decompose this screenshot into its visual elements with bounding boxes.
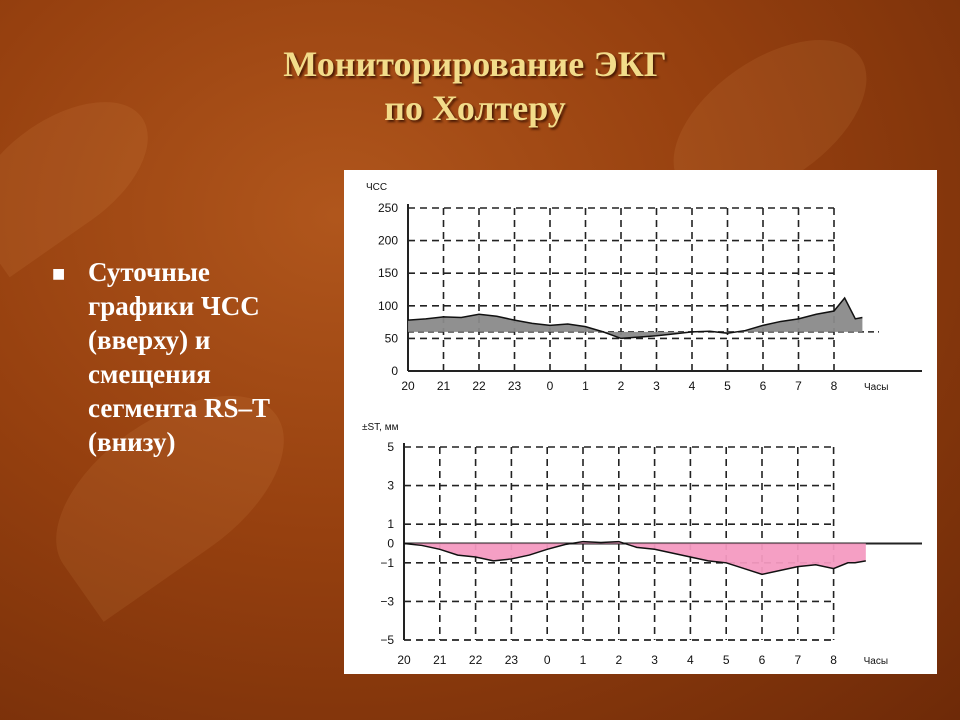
st-y-tick-label: 1 (387, 517, 394, 531)
hr-x-tick-label: 8 (831, 379, 838, 393)
hr-x-tick-label: 21 (437, 379, 451, 393)
hr-x-tick-label: 6 (760, 379, 767, 393)
st-x-tick-label: 7 (794, 653, 801, 667)
st-x-axis-title: Часы (864, 656, 888, 667)
st-x-tick-label: 1 (580, 653, 587, 667)
hr-y-tick-label: 250 (378, 201, 398, 215)
hr-y-tick-label: 50 (385, 331, 399, 345)
st-area (404, 541, 866, 575)
st-x-tick-label: 5 (723, 653, 730, 667)
st-x-tick-label: 20 (397, 653, 411, 667)
st-x-tick-label: 0 (544, 653, 551, 667)
hr-y-tick-label: 200 (378, 234, 398, 248)
st-y-tick-label: 3 (387, 479, 394, 493)
hr-x-tick-label: 7 (795, 379, 802, 393)
hr-area (408, 297, 863, 339)
slide-title-line-1: Мониторирование ЭКГ (283, 44, 667, 84)
st-y-tick-label: 0 (387, 537, 394, 551)
st-y-tick-label: −1 (380, 556, 394, 570)
st-x-tick-label: 8 (830, 653, 837, 667)
hr-x-tick-label: 4 (689, 379, 696, 393)
hr-x-tick-label: 5 (724, 379, 731, 393)
st-x-tick-label: 23 (505, 653, 519, 667)
hr-x-tick-label: 23 (508, 379, 522, 393)
bullet-text: Суточные графики ЧСС (вверху) и смещения… (88, 257, 270, 457)
st-y-tick-label: 5 (387, 440, 394, 454)
hr-x-tick-label: 1 (582, 379, 589, 393)
hr-x-tick-label: 3 (653, 379, 660, 393)
hr-x-tick-label: 22 (472, 379, 486, 393)
background-leaf (0, 72, 174, 278)
hr-x-tick-label: 2 (618, 379, 625, 393)
st-y-tick-label: −3 (380, 594, 394, 608)
hr-y-tick-label: 150 (378, 266, 398, 280)
hr-y-axis-title: ЧСС (366, 182, 387, 193)
bullet-item: ■ Суточные графики ЧСС (вверху) и смещен… (52, 255, 322, 459)
hr-series-line (407, 296, 863, 340)
chart-panel: 250 200 150 100 50 0 20 21 22 23 0 1 2 3 4 5 6 7 8 ЧСС Часы 5… (344, 170, 937, 674)
slide-title-line-2: по Холтеру (384, 88, 566, 128)
st-series-line (403, 540, 866, 576)
hr-x-tick-label: 0 (547, 379, 554, 393)
st-y-tick-label: −5 (380, 633, 394, 647)
slide-title: Мониторирование ЭКГ по Холтеру (180, 42, 770, 130)
st-y-axis-title: ±ST, мм (362, 422, 399, 433)
st-x-tick-label: 6 (759, 653, 766, 667)
hr-y-tick-label: 100 (378, 299, 398, 313)
hr-y-tick-label: 0 (391, 364, 398, 378)
hr-x-axis-title: Часы (864, 382, 888, 393)
hr-x-tick-label: 20 (401, 379, 415, 393)
square-bullet-icon: ■ (52, 266, 66, 282)
st-x-tick-label: 2 (615, 653, 622, 667)
st-x-tick-label: 21 (433, 653, 447, 667)
st-x-tick-label: 22 (469, 653, 483, 667)
st-x-tick-label: 4 (687, 653, 694, 667)
st-x-tick-label: 3 (651, 653, 658, 667)
